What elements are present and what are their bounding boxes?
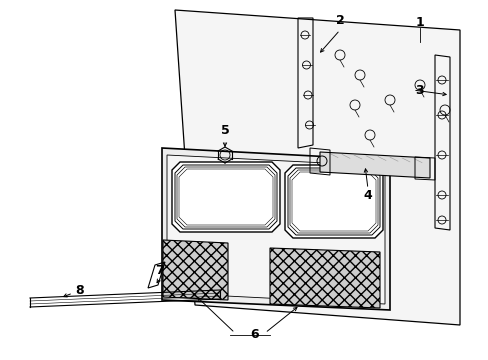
Polygon shape [172, 162, 280, 232]
Polygon shape [319, 152, 429, 178]
Text: 8: 8 [76, 284, 84, 297]
Text: 6: 6 [250, 328, 259, 342]
Text: 4: 4 [363, 189, 372, 202]
Polygon shape [167, 155, 384, 304]
Polygon shape [162, 148, 389, 310]
Polygon shape [285, 165, 382, 238]
Text: 3: 3 [415, 84, 424, 96]
Polygon shape [175, 10, 459, 325]
Polygon shape [269, 248, 379, 308]
Text: 2: 2 [335, 14, 344, 27]
Text: 7: 7 [155, 264, 164, 276]
Polygon shape [163, 240, 227, 300]
Text: 5: 5 [220, 123, 229, 136]
Text: 1: 1 [415, 15, 424, 28]
